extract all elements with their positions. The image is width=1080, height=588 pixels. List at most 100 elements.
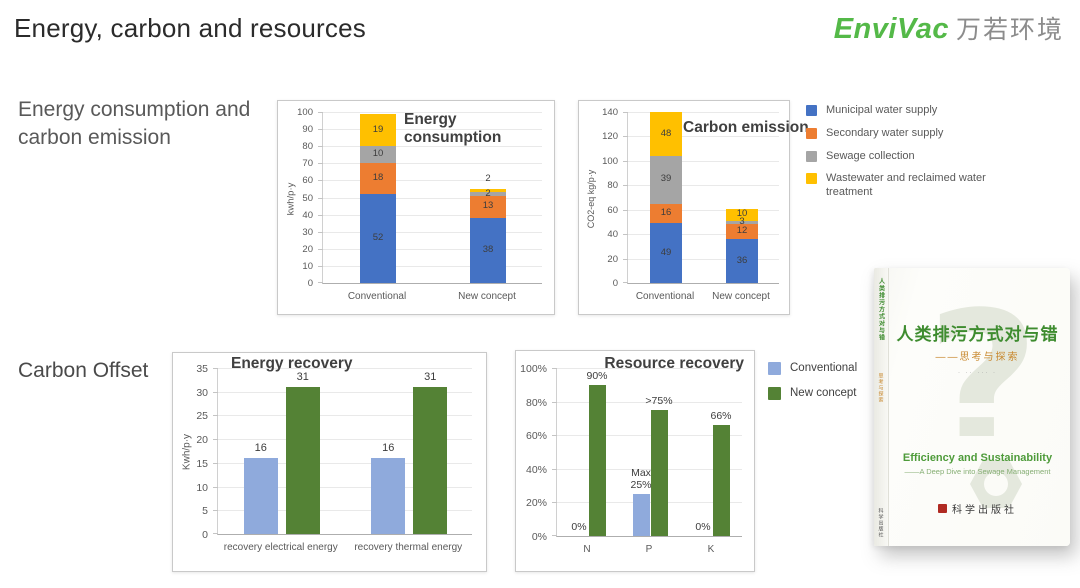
y-axis-tick [213,415,218,417]
x-category-label: K [707,544,715,555]
y-tick-label: 40 [607,229,618,241]
gridline [218,486,472,488]
gridline [218,510,472,512]
bar-value-label: 10 [736,208,748,220]
y-axis-tick [318,146,323,148]
y-axis-tick [623,160,628,162]
bar [413,386,448,534]
y-tick-label: 35 [196,363,208,375]
bar [285,386,320,534]
y-tick-label: 20 [302,243,313,255]
y-tick-label: 15 [196,457,208,470]
concept-legend: Conventional New concept [768,362,857,400]
energy-recovery-chart: 16 31 16 31 0 5 10 15 20 25 30 35 Kwh/p·y Energy reco… [172,352,487,572]
y-axis-tick [318,163,323,165]
bar-value-label: 12 [736,225,748,237]
gridline [218,439,472,441]
bar-value-label: 2 [485,187,491,199]
bar-value-label: Max 25% [630,466,652,491]
bar-value-label: 0% [695,520,711,533]
section-label-energy-carbon: Energy consumption and carbon emission [18,98,251,149]
gridline [628,209,779,211]
bar [588,384,606,536]
gridline [557,435,742,437]
question-mark-watermark: ? [908,286,1058,436]
y-axis-label: CO2-eq kg/p·y [586,169,596,228]
gridline [323,112,542,113]
y-axis-tick [552,435,557,437]
gridline [323,197,542,199]
bar-segment [726,239,758,283]
y-tick-label: 80 [607,180,618,192]
question-mark-glyph: ? [926,286,1040,436]
y-axis-tick [623,112,628,113]
y-tick-label: 60 [302,175,313,187]
legend-label: Wastewater and reclaimed water treatment [826,172,986,198]
gridline [628,136,779,138]
book-english-subtitle: ——A Deep Dive into Sewage Management [904,467,1051,476]
bar-value-label: 38 [482,244,494,256]
bar [371,458,406,534]
book-publisher-row: 科学出版社 [889,501,1066,516]
wastewater-treatment-swatch [806,173,817,185]
y-tick-label: 50 [302,192,313,204]
gridline [218,415,472,417]
gridline [628,234,779,236]
gridline [323,248,542,250]
y-axis-tick [213,533,218,534]
y-tick-label: 90 [302,124,313,136]
section-label-carbon-offset: Carbon Offset [18,359,149,382]
y-axis-tick [213,462,218,464]
bar-value-label: 31 [296,371,309,384]
legend-label: Conventional [790,362,858,374]
x-category-label: recovery electrical energy [223,542,338,553]
bar [712,425,730,536]
bar-value-label: 39 [660,173,672,185]
carbon-emission-chart: 49 16 39 48 36 12 3 10 0 20 40 60 80 100 120 140 CO2-eq … [578,100,809,315]
book-spine-publisher: 科学出版社 [877,508,884,538]
bar-segment [650,223,682,283]
gridline [323,231,542,233]
x-category-label: recovery thermal energy [354,542,463,553]
legend-item: Secondary water supply [806,127,994,141]
x-category-label: Conventional [347,291,407,302]
legend-item: Conventional [768,362,857,375]
y-axis-tick [318,197,323,199]
legend-item: Municipal water supply [806,104,994,118]
gridline [628,112,779,113]
water-supply-legend: Municipal water supply Secondary water s… [806,104,994,200]
brand-name-chinese: 万若环境 [955,16,1064,44]
y-axis-tick [623,209,628,211]
bar-segment [360,194,396,283]
legend-label: Sewage collection [826,149,915,162]
y-axis-label: Kwh/p·y [181,433,193,471]
chart-title: Carbon emission [683,119,809,136]
y-tick-label: 40 [302,209,313,221]
y-tick-label: 30 [302,226,313,238]
book-title: 人类排污方式对与错 [896,325,1059,344]
y-tick-label: 80% [525,396,547,409]
bar-value-label: 13 [482,200,494,212]
book-spine: 人类排污方式对与错 思考与探索 科学出版社 [874,268,889,546]
gridline [323,129,542,131]
y-tick-label: 120 [602,131,618,143]
chart-title: Energy recovery [231,355,353,372]
sewage-collection-swatch [806,150,817,162]
bar-segment [470,218,506,283]
bar-value-label: 16 [660,206,672,218]
bar-value-label: 31 [424,371,437,384]
gridline [628,160,779,162]
y-axis-tick [552,502,557,504]
envivac-logo: EnviVac 万若环境 [834,10,1064,46]
book-cover-image: 人类排污方式对与错 思考与探索 科学出版社 ? 人类排污方式对与错 ——思考与探… [874,268,1070,546]
legend-item: Wastewater and reclaimed water treatment [806,172,994,200]
y-axis-tick [318,231,323,233]
x-category-label: P [645,544,653,555]
y-axis-tick [318,112,323,113]
y-tick-label: 140 [602,107,618,118]
bar-value-label: 16 [254,442,267,455]
y-tick-label: 5 [202,505,208,518]
bar [243,458,278,534]
book-spine-subtitle: 思考与探索 [877,373,884,403]
bar-value-label: 48 [660,127,672,139]
